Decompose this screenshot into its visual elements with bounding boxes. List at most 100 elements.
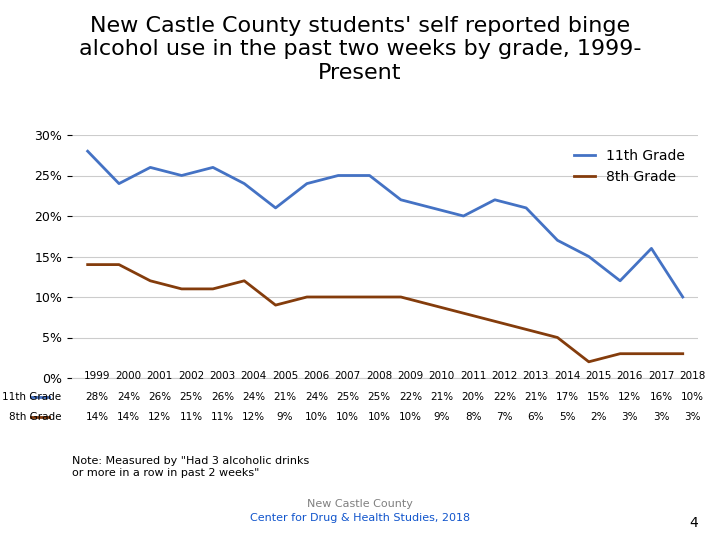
Text: 12%: 12%: [242, 413, 266, 422]
11th Grade: [678, 294, 687, 300]
Text: New Castle County students' self reported binge
alcohol use in the past two week: New Castle County students' self reporte…: [78, 16, 642, 83]
11th Grade: [490, 197, 499, 203]
Text: 12%: 12%: [148, 413, 171, 422]
Text: 3%: 3%: [653, 413, 669, 422]
Text: 10%: 10%: [368, 413, 390, 422]
Text: 14%: 14%: [117, 413, 140, 422]
8th Grade: [553, 334, 562, 341]
Text: 26%: 26%: [148, 392, 171, 402]
Text: 16%: 16%: [649, 392, 672, 402]
8th Grade: [271, 302, 280, 308]
11th Grade: [553, 237, 562, 244]
11th Grade: [647, 245, 656, 252]
8th Grade: [490, 318, 499, 325]
Text: 2%: 2%: [590, 413, 606, 422]
Text: 21%: 21%: [430, 392, 454, 402]
Text: 22%: 22%: [492, 392, 516, 402]
Text: 24%: 24%: [305, 392, 328, 402]
Text: 2012: 2012: [491, 372, 518, 381]
Text: 11th Grade: 11th Grade: [2, 392, 61, 402]
Text: 14%: 14%: [86, 413, 109, 422]
Text: 28%: 28%: [86, 392, 109, 402]
Text: 25%: 25%: [336, 392, 359, 402]
8th Grade: [209, 286, 217, 292]
Text: 2018: 2018: [679, 372, 706, 381]
Text: 3%: 3%: [684, 413, 701, 422]
Text: 25%: 25%: [179, 392, 203, 402]
11th Grade: [334, 172, 343, 179]
Text: 2009: 2009: [397, 372, 423, 381]
Text: 21%: 21%: [524, 392, 547, 402]
Text: 2015: 2015: [585, 372, 611, 381]
11th Grade: [397, 197, 405, 203]
Text: 4: 4: [690, 516, 698, 530]
11th Grade: [428, 205, 436, 211]
8th Grade: [365, 294, 374, 300]
8th Grade: [459, 310, 468, 316]
Text: 9%: 9%: [433, 413, 450, 422]
Line: 8th Grade: 8th Grade: [88, 265, 683, 362]
8th Grade: [114, 261, 123, 268]
Text: 2006: 2006: [303, 372, 330, 381]
Text: 10%: 10%: [399, 413, 422, 422]
11th Grade: [146, 164, 155, 171]
Text: 8%: 8%: [465, 413, 481, 422]
Line: 11th Grade: 11th Grade: [88, 151, 683, 297]
Text: 2013: 2013: [523, 372, 549, 381]
11th Grade: [84, 148, 92, 154]
Text: 10%: 10%: [305, 413, 328, 422]
Text: 2011: 2011: [460, 372, 486, 381]
Text: 12%: 12%: [618, 392, 642, 402]
8th Grade: [585, 359, 593, 365]
Text: 2016: 2016: [616, 372, 643, 381]
8th Grade: [240, 278, 248, 284]
Text: 2010: 2010: [428, 372, 455, 381]
Text: New Castle County: New Castle County: [307, 498, 413, 509]
Text: 2017: 2017: [648, 372, 674, 381]
Text: 2007: 2007: [335, 372, 361, 381]
Text: 1999: 1999: [84, 372, 110, 381]
Text: Note: Measured by "Had 3 alcoholic drinks
or more in a row in past 2 weeks": Note: Measured by "Had 3 alcoholic drink…: [72, 456, 310, 478]
8th Grade: [177, 286, 186, 292]
8th Grade: [397, 294, 405, 300]
8th Grade: [428, 302, 436, 308]
Text: 15%: 15%: [587, 392, 610, 402]
Text: 2005: 2005: [272, 372, 298, 381]
8th Grade: [302, 294, 311, 300]
11th Grade: [271, 205, 280, 211]
Text: 11%: 11%: [211, 413, 234, 422]
Text: 20%: 20%: [462, 392, 485, 402]
Text: 2008: 2008: [366, 372, 392, 381]
11th Grade: [585, 253, 593, 260]
Text: 26%: 26%: [211, 392, 234, 402]
8th Grade: [84, 261, 92, 268]
Text: 5%: 5%: [559, 413, 575, 422]
Text: Center for Drug & Health Studies, 2018: Center for Drug & Health Studies, 2018: [250, 512, 470, 523]
11th Grade: [616, 278, 624, 284]
Text: 2014: 2014: [554, 372, 580, 381]
11th Grade: [114, 180, 123, 187]
Text: 2003: 2003: [210, 372, 235, 381]
8th Grade: [616, 350, 624, 357]
Text: 25%: 25%: [367, 392, 391, 402]
Text: 24%: 24%: [242, 392, 266, 402]
Text: 9%: 9%: [277, 413, 293, 422]
Text: 6%: 6%: [528, 413, 544, 422]
8th Grade: [146, 278, 155, 284]
11th Grade: [209, 164, 217, 171]
Text: 21%: 21%: [274, 392, 297, 402]
Text: 11%: 11%: [179, 413, 203, 422]
11th Grade: [177, 172, 186, 179]
Text: 22%: 22%: [399, 392, 422, 402]
Text: 8th Grade: 8th Grade: [9, 413, 61, 422]
Text: 10%: 10%: [336, 413, 359, 422]
Text: 2002: 2002: [178, 372, 204, 381]
Text: 2001: 2001: [147, 372, 173, 381]
Text: 3%: 3%: [621, 413, 638, 422]
Text: 2000: 2000: [115, 372, 142, 381]
8th Grade: [522, 326, 531, 333]
Text: 2004: 2004: [240, 372, 267, 381]
11th Grade: [302, 180, 311, 187]
11th Grade: [522, 205, 531, 211]
Text: 24%: 24%: [117, 392, 140, 402]
